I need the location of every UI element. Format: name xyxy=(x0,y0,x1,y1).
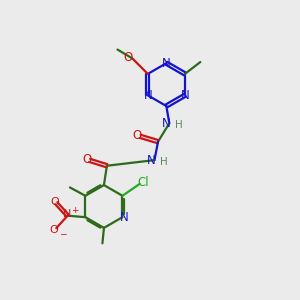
Text: N: N xyxy=(162,57,171,70)
Text: O: O xyxy=(50,197,59,207)
Text: Cl: Cl xyxy=(137,176,149,189)
Text: O: O xyxy=(124,51,133,64)
Text: N: N xyxy=(120,211,128,224)
Text: N: N xyxy=(62,209,71,219)
Text: N: N xyxy=(147,154,156,166)
Text: N: N xyxy=(162,117,171,130)
Text: O: O xyxy=(133,129,142,142)
Text: +: + xyxy=(71,206,79,215)
Text: N: N xyxy=(143,89,152,102)
Text: H: H xyxy=(160,157,168,166)
Text: −: − xyxy=(59,229,67,238)
Text: O: O xyxy=(50,225,58,235)
Text: N: N xyxy=(181,89,189,102)
Text: O: O xyxy=(82,153,91,166)
Text: H: H xyxy=(175,120,183,130)
